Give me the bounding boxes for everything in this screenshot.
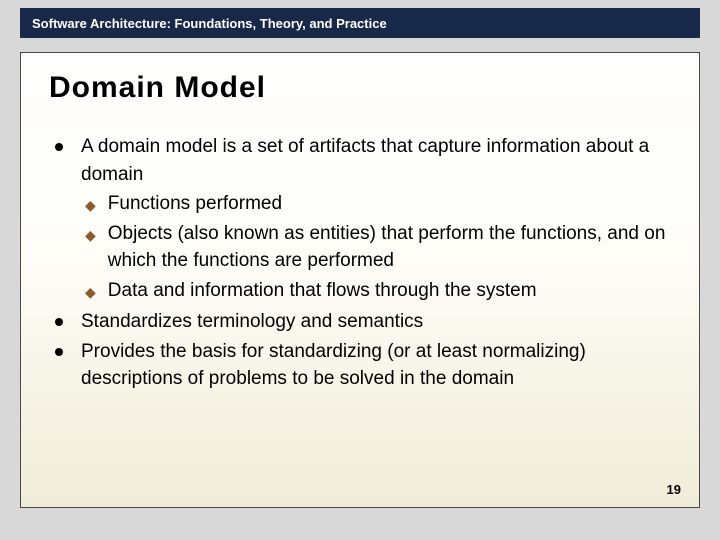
diamond-icon: ◆: [85, 195, 96, 215]
header-text: Software Architecture: Foundations, Theo…: [32, 16, 387, 31]
bullet-text-wrap: Standardizes terminology and semantics: [81, 308, 671, 336]
bullet-dot-icon: [55, 318, 63, 326]
bullet-dot-icon: [55, 143, 63, 151]
diamond-icon: ◆: [85, 225, 96, 245]
sub-list: ◆ Functions performed ◆ Objects (also kn…: [81, 190, 671, 304]
bullet-item: Provides the basis for standardizing (or…: [55, 338, 671, 393]
page-number: 19: [667, 482, 681, 497]
sub-text: Functions performed: [108, 190, 671, 218]
bullet-list: A domain model is a set of artifacts tha…: [49, 133, 671, 393]
diamond-icon: ◆: [85, 282, 96, 302]
bullet-dot-icon: [55, 348, 63, 356]
sub-item: ◆ Data and information that flows throug…: [81, 277, 671, 305]
bullet-text-wrap: A domain model is a set of artifacts tha…: [81, 133, 671, 306]
slide-title: Domain Model: [49, 71, 671, 105]
bullet-text: Provides the basis for standardizing (or…: [81, 341, 586, 390]
bullet-text: Standardizes terminology and semantics: [81, 311, 423, 332]
header-bar: Software Architecture: Foundations, Theo…: [20, 8, 700, 38]
bullet-text-wrap: Provides the basis for standardizing (or…: [81, 338, 671, 393]
slide: Software Architecture: Foundations, Theo…: [0, 0, 720, 540]
bullet-text: A domain model is a set of artifacts tha…: [81, 136, 649, 185]
sub-text: Objects (also known as entities) that pe…: [108, 220, 671, 275]
bullet-item: Standardizes terminology and semantics: [55, 308, 671, 336]
sub-item: ◆ Functions performed: [81, 190, 671, 218]
sub-text: Data and information that flows through …: [108, 277, 671, 305]
content-frame: Domain Model A domain model is a set of …: [20, 52, 700, 508]
sub-item: ◆ Objects (also known as entities) that …: [81, 220, 671, 275]
bullet-item: A domain model is a set of artifacts tha…: [55, 133, 671, 306]
